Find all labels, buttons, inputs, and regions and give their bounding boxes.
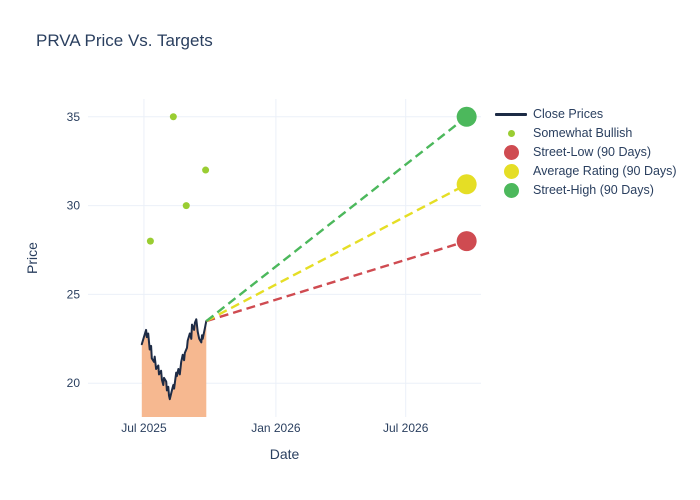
line-swatch-icon [494,113,528,116]
y-tick-label: 20 [67,376,81,390]
legend-item-street-high[interactable]: Street-High (90 Days) [494,181,677,200]
x-axis-title: Date [270,446,300,462]
x-tick-label: Jan 2026 [251,421,301,435]
x-tick-label: Jul 2026 [383,421,429,435]
chart-title: PRVA Price Vs. Targets [36,31,213,50]
target-dashed-line [205,239,468,323]
target-dashed-line [205,115,468,323]
legend-item-label: Street-High (90 Days) [533,183,654,197]
bullish-rating-point[interactable] [169,113,177,121]
y-axis-title: Price [24,242,40,274]
target-marker[interactable] [456,174,477,195]
large-dot-icon [494,183,528,198]
close-prices-line[interactable] [140,318,208,401]
y-tick-label: 30 [67,199,81,213]
target-marker[interactable] [456,231,477,252]
legend-item-average-rating[interactable]: Average Rating (90 Days) [494,162,677,181]
legend: Close Prices Somewhat Bullish Street-Low… [494,105,677,200]
legend-item-label: Close Prices [533,107,604,121]
legend-item-label: Street-Low (90 Days) [533,145,652,159]
y-tick-label: 35 [67,110,81,124]
legend-item-street-low[interactable]: Street-Low (90 Days) [494,143,677,162]
bullish-rating-point[interactable] [202,166,210,174]
target-marker[interactable] [456,106,477,127]
small-dot-icon [494,130,528,137]
target-dashed-line [205,183,468,323]
x-tick-label: Jul 2025 [121,421,167,435]
large-dot-icon [494,145,528,160]
bullish-rating-point[interactable] [146,237,154,245]
close-prices-area [141,319,207,417]
large-dot-icon [494,164,528,179]
bullish-rating-point[interactable] [182,202,190,210]
y-tick-label: 25 [67,287,81,301]
legend-item-somewhat-bullish[interactable]: Somewhat Bullish [494,124,677,143]
legend-item-label: Average Rating (90 Days) [533,164,677,178]
legend-item-label: Somewhat Bullish [533,126,633,140]
legend-item-close-prices[interactable]: Close Prices [494,105,677,124]
